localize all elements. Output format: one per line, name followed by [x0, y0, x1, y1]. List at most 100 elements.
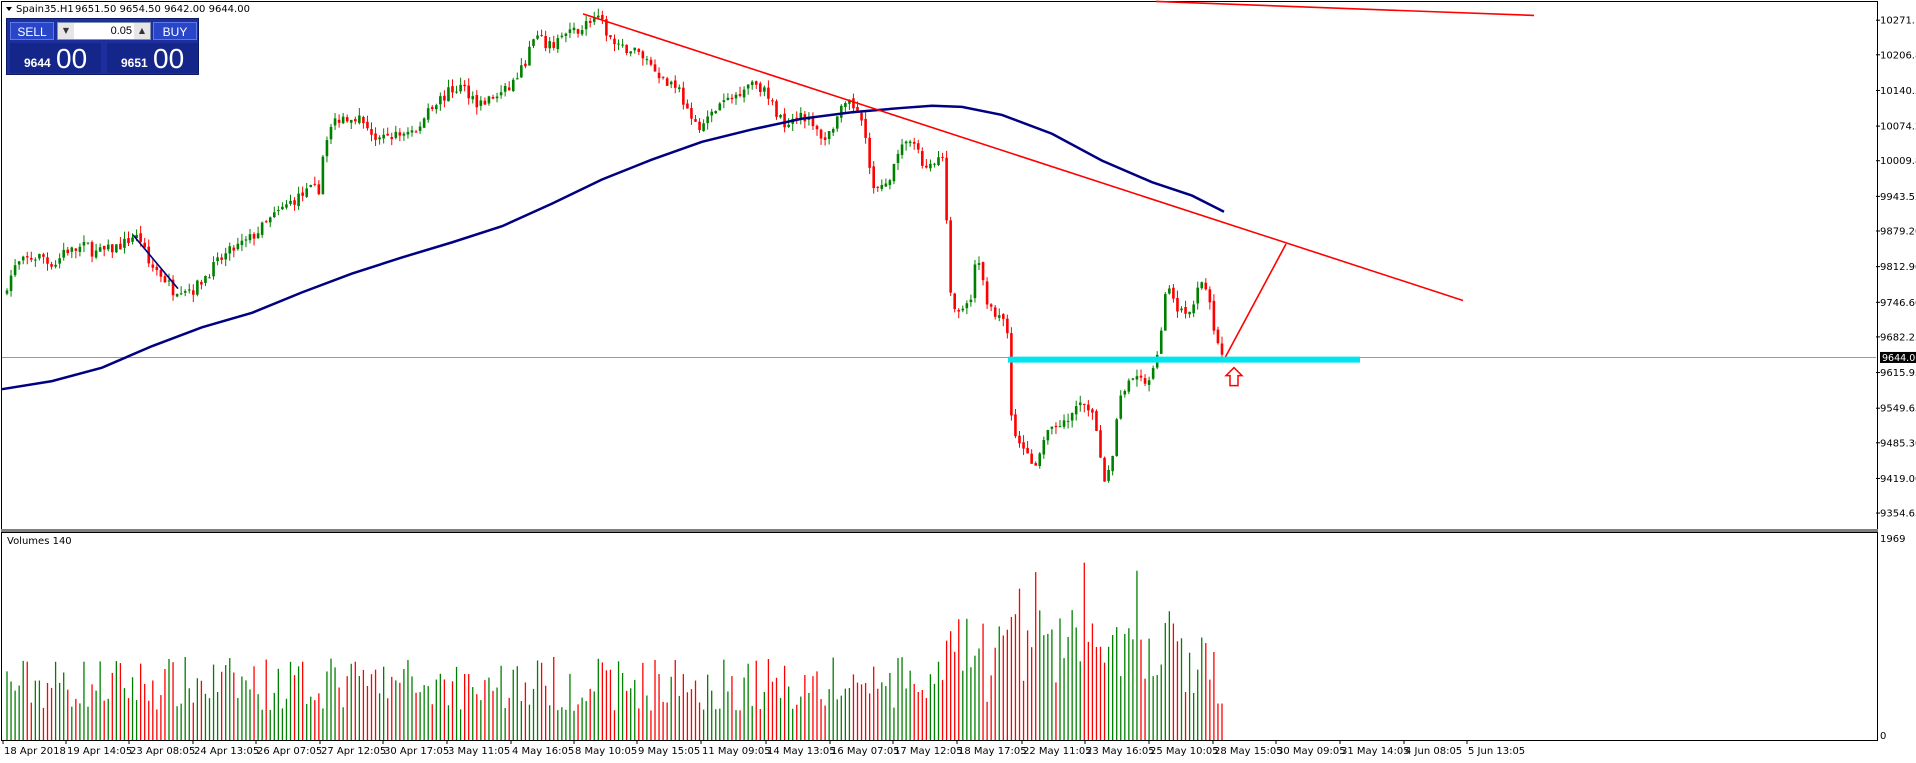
candle-body [1208, 289, 1212, 303]
candle-body [5, 290, 9, 294]
candle-body [285, 204, 288, 208]
candle-body [252, 233, 256, 239]
candle-body [722, 100, 726, 102]
x-tick-label: 9 May 15:05 [638, 746, 700, 757]
sell-button[interactable]: SELL [10, 22, 54, 40]
candle-body [560, 35, 564, 38]
candle-body [106, 244, 110, 250]
candle-body [329, 126, 333, 140]
candle-body [435, 105, 438, 110]
triangle-down-icon[interactable]: ▼ [58, 23, 74, 39]
candle-body [499, 92, 503, 96]
candle-body [264, 221, 268, 223]
triangle-up-icon[interactable]: ▲ [134, 23, 150, 39]
candle-body [896, 153, 900, 163]
candle-body [536, 35, 539, 39]
small-trendline [132, 234, 179, 290]
buy-button[interactable]: BUY [153, 22, 197, 40]
candle-body [123, 238, 126, 248]
candle-body [1095, 411, 1098, 431]
candle-body [196, 280, 199, 295]
candle-body [487, 96, 491, 104]
candle-body [714, 110, 718, 114]
candle-body [305, 188, 308, 197]
candle-body [787, 124, 790, 128]
candle-body [414, 131, 418, 133]
candle-body [568, 29, 572, 33]
y-tick-label: 9485.30 [1880, 438, 1916, 449]
y-tick-label: 10206.80 [1880, 50, 1916, 61]
candle-body [370, 129, 373, 135]
y-tick-label: 9943.55 [1880, 192, 1916, 203]
candle-body [860, 112, 863, 121]
candle-body [799, 112, 803, 120]
candle-body [42, 254, 45, 257]
candle-body [439, 96, 442, 105]
moving-average-line [1, 104, 1225, 391]
candle-body [127, 238, 130, 244]
y-tick-label: 9746.60 [1880, 298, 1916, 309]
candle-body [835, 116, 839, 129]
buy-price-quote[interactable]: 9651 00 [107, 43, 198, 74]
candle-body [74, 248, 78, 251]
candle-body [358, 115, 361, 123]
candle-body [337, 119, 341, 123]
y-tick-label: 9419.00 [1880, 474, 1916, 485]
candle-body [46, 257, 49, 264]
candle-body [754, 81, 758, 85]
candle-body [86, 242, 90, 244]
candle-body [281, 206, 284, 210]
candle-body [1046, 430, 1050, 441]
candle-body [410, 130, 414, 133]
candle-body [669, 81, 673, 85]
x-tick-label: 23 Apr 08:05 [130, 746, 195, 757]
price-axis[interactable]: 10271.15 10206.80 10140.50 10074.20 10009.85… [1876, 16, 1916, 742]
candle-body [66, 249, 70, 254]
candle-body [139, 233, 142, 242]
volume-min-label: 0 [1880, 731, 1886, 742]
candle-body [345, 117, 349, 122]
candle-body [398, 132, 402, 136]
y-tick-label: 10074.20 [1880, 122, 1916, 133]
main-chart-frame [1, 1, 1878, 530]
candle-body [1180, 308, 1183, 311]
candle-body [961, 308, 965, 311]
lot-size-input[interactable] [76, 23, 132, 39]
x-tick-label: 3 May 11:05 [448, 746, 510, 757]
candle-body [908, 141, 912, 144]
candle-body [706, 116, 709, 124]
candle-body [1107, 469, 1110, 481]
candle-body [524, 63, 527, 67]
candle-body [750, 81, 754, 86]
candle-body [973, 264, 977, 299]
candle-body [1002, 314, 1005, 319]
candle-body [1131, 378, 1135, 380]
candle-body [686, 103, 689, 109]
candle-body [111, 244, 114, 253]
sell-price-quote[interactable]: 9644 00 [10, 43, 101, 74]
trendlines[interactable] [132, 0, 1535, 387]
candle-body [540, 35, 543, 37]
candle-body [528, 46, 531, 66]
candle-body [1188, 311, 1191, 315]
candle-body [1111, 455, 1114, 472]
candle-body [815, 125, 819, 130]
candle-body [698, 121, 701, 131]
candle-body [1103, 457, 1106, 482]
candle-body [771, 100, 774, 102]
candle-body [763, 87, 766, 92]
x-tick-label: 25 May 10:05 [1150, 746, 1219, 757]
volume-max-label: 1969 [1880, 534, 1905, 545]
candle-body [957, 310, 961, 312]
volume-indicator-label: Volumes 140 [7, 536, 72, 547]
candle-body [605, 19, 608, 36]
candle-body [354, 119, 357, 122]
candle-body [613, 38, 616, 45]
candle-body [163, 276, 167, 283]
candle-body [783, 113, 786, 128]
lot-size-field: ▼ ▲ [57, 22, 151, 40]
y-tick-label: 9549.65 [1880, 404, 1916, 415]
candle-body [313, 183, 317, 185]
